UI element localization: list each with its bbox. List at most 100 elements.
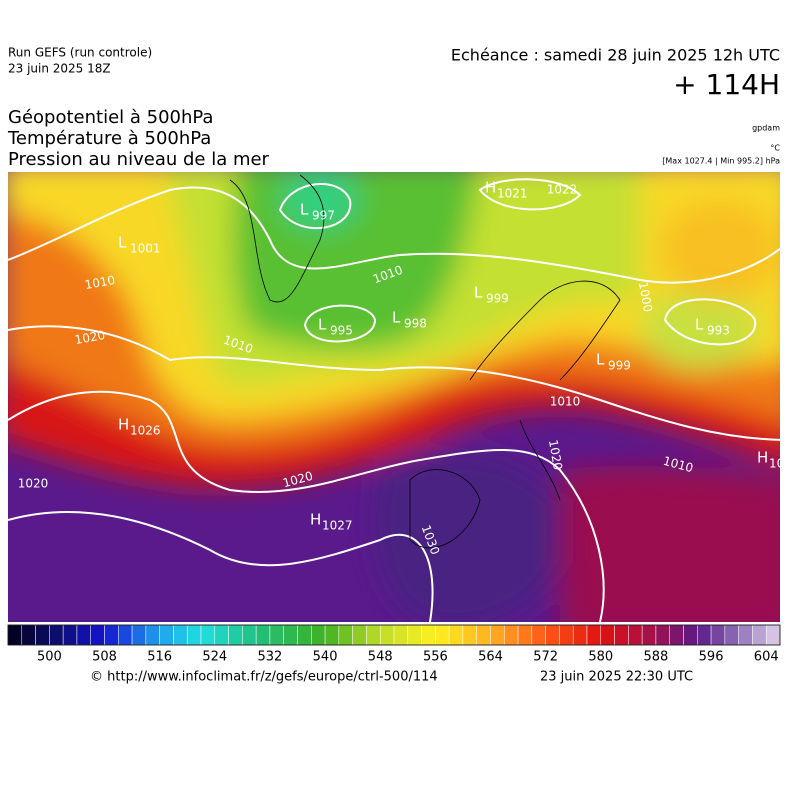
color-swatch xyxy=(242,624,257,646)
pressure-value: 10 xyxy=(769,457,784,471)
color-swatch xyxy=(159,624,174,646)
isobar-label: 1020 xyxy=(74,328,107,347)
color-swatch xyxy=(490,624,505,646)
color-swatch xyxy=(283,624,298,646)
unit: °C xyxy=(770,144,780,153)
color-swatch xyxy=(586,624,602,646)
pressure-value: 1001 xyxy=(130,242,161,256)
pressure-value: 999 xyxy=(486,292,509,306)
colorbar: 500 508 516 524 532 540 548 556 564 572 580 588 596 6… xyxy=(7,624,781,665)
color-swatch xyxy=(669,624,684,646)
pressure-value: 999 xyxy=(608,359,631,373)
color-swatch xyxy=(559,624,574,646)
colorbar-tick-label: 604 xyxy=(754,650,779,665)
color-swatch xyxy=(35,624,50,646)
colorbar-frame xyxy=(7,624,781,646)
colorbar-tick-label: 532 xyxy=(258,650,283,665)
pressure-value: 1027 xyxy=(322,519,353,533)
forecast-time: Echéance : samedi 28 juin 2025 12h UTC xyxy=(451,46,780,65)
color-swatch xyxy=(186,624,202,646)
color-swatch xyxy=(435,624,450,646)
colorbar-tick-label: 516 xyxy=(147,650,172,665)
issued-time: 23 juin 2025 22:30 UTC xyxy=(540,670,693,685)
source-link[interactable]: © http://www.infoclimat.fr/z/gefs/europe… xyxy=(90,670,438,685)
color-swatch xyxy=(628,624,643,646)
color-swatch xyxy=(545,624,560,646)
color-swatch xyxy=(655,624,670,646)
colorbar-tick-label: 508 xyxy=(92,650,117,665)
color-swatch xyxy=(76,624,91,646)
colorbar-tick-label: 548 xyxy=(368,650,393,665)
run-label: Run GEFS (run controle) xyxy=(8,46,152,60)
color-swatch xyxy=(200,624,216,646)
color-swatch xyxy=(600,624,615,646)
isobar-label: 1022 xyxy=(547,183,578,197)
color-swatch xyxy=(311,624,326,646)
color-swatch xyxy=(324,624,340,646)
pressure-symbol: H xyxy=(310,511,321,529)
colorbar-tick-label: 572 xyxy=(533,650,558,665)
color-swatch xyxy=(131,624,147,646)
pressure-symbol: L xyxy=(695,316,704,334)
isobar-label: 1010 xyxy=(84,273,117,292)
color-swatch xyxy=(738,624,753,646)
pressure-symbol: L xyxy=(474,284,483,302)
pressure-value: 997 xyxy=(312,209,335,223)
color-swatch xyxy=(7,624,23,646)
color-swatch xyxy=(118,624,133,646)
lead-time: + 114H xyxy=(673,68,780,101)
color-swatch xyxy=(517,624,533,646)
pressure-symbol: L xyxy=(392,309,401,327)
pressure-symbol: H xyxy=(757,449,768,467)
color-swatch xyxy=(255,624,271,646)
colorbar-tick-label: 564 xyxy=(478,650,503,665)
isobar-label: 1020 xyxy=(546,439,565,472)
pressure-symbol: L xyxy=(118,234,127,252)
color-swatch xyxy=(379,624,395,646)
color-swatch xyxy=(407,624,422,646)
colorbar-tick-label: 500 xyxy=(37,650,62,665)
run-date: 23 juin 2025 18Z xyxy=(8,62,111,76)
color-swatch xyxy=(214,624,229,646)
color-swatch xyxy=(145,624,160,646)
title: Géopotentiel à 500hPa xyxy=(8,107,213,128)
color-swatch xyxy=(752,624,767,646)
pressure-value: 995 xyxy=(330,324,353,338)
color-swatch xyxy=(448,624,464,646)
color-swatch xyxy=(710,624,726,646)
pressure-value: 1021 xyxy=(497,187,528,201)
isobar-label: 1010 xyxy=(550,395,581,409)
color-swatch xyxy=(21,624,36,646)
title: Pression au niveau de la mer xyxy=(8,149,270,170)
colorbar-tick-label: 556 xyxy=(423,650,448,665)
colorbar-tick-label: 540 xyxy=(313,650,338,665)
colorbar-tick-label: 524 xyxy=(202,650,227,665)
color-swatch xyxy=(393,624,409,646)
color-swatch xyxy=(531,624,546,646)
color-swatch xyxy=(765,624,781,646)
pressure-value: 993 xyxy=(707,324,730,338)
isobar-label: 1020 xyxy=(18,477,49,491)
color-swatch xyxy=(724,624,739,646)
color-swatch xyxy=(421,624,436,646)
color-swatch xyxy=(228,624,243,646)
pressure-value: 998 xyxy=(404,317,427,331)
pressure-symbol: L xyxy=(300,201,309,219)
unit: [Max 1027.4 | Min 995.2] hPa xyxy=(662,157,780,166)
pressure-symbol: H xyxy=(485,179,496,197)
color-swatch xyxy=(476,624,491,646)
pressure-symbol: L xyxy=(596,351,605,369)
color-swatch xyxy=(338,624,353,646)
color-swatch xyxy=(697,624,712,646)
colorbar-tick-label: 580 xyxy=(588,650,613,665)
color-swatch xyxy=(683,624,698,646)
color-swatch xyxy=(297,624,312,646)
color-swatch xyxy=(62,624,78,646)
pressure-value: 1026 xyxy=(130,424,161,438)
pressure-symbol: L xyxy=(318,316,327,334)
coastlines xyxy=(229,174,621,549)
color-swatch xyxy=(614,624,629,646)
